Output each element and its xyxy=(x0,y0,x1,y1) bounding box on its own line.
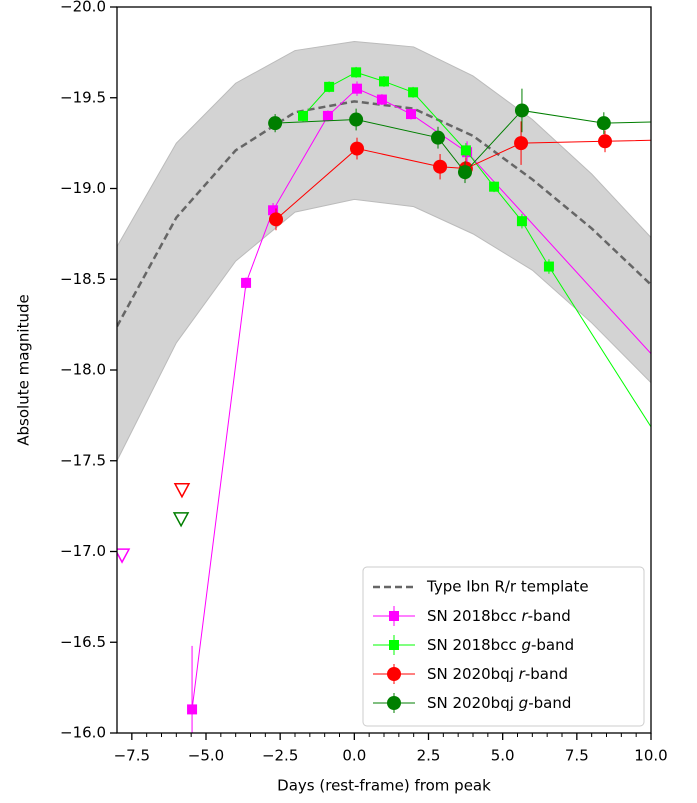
template-line xyxy=(117,100,651,328)
x-tick-label: −7.5 xyxy=(114,747,150,765)
legend-label: SN 2018bcc g-band xyxy=(427,636,574,654)
marker xyxy=(241,277,252,288)
x-tick-label: −2.5 xyxy=(262,747,298,765)
marker xyxy=(405,109,416,120)
plot-area xyxy=(117,40,688,733)
x-tick-label: 0.0 xyxy=(342,747,366,765)
marker xyxy=(298,110,309,121)
legend-label: Type Ibn R/r template xyxy=(426,578,589,596)
marker xyxy=(350,141,365,156)
legend: Type Ibn R/r template SN 2018bcc r-band SN… xyxy=(362,566,645,727)
y-tick-label: −19.5 xyxy=(60,88,106,106)
legend-swatch xyxy=(387,696,401,710)
marker xyxy=(322,110,333,121)
legend-label: SN 2018bcc r-band xyxy=(427,607,571,625)
marker xyxy=(379,76,389,87)
marker xyxy=(349,112,364,127)
y-tick-label: −20.0 xyxy=(60,0,106,16)
x-tick-label: 10.0 xyxy=(634,747,667,765)
marker xyxy=(596,116,611,131)
legend-label: SN 2020bqj r-band xyxy=(427,665,568,683)
marker xyxy=(598,134,613,149)
legend-box xyxy=(362,566,645,727)
marker xyxy=(187,704,198,715)
marker xyxy=(457,165,472,180)
marker xyxy=(516,216,527,227)
marker xyxy=(268,116,283,131)
upper-limit xyxy=(173,483,191,499)
marker xyxy=(324,81,335,92)
x-tick-label: 2.5 xyxy=(417,747,441,765)
upper-limit xyxy=(172,512,190,528)
marker xyxy=(489,181,500,192)
marker xyxy=(676,468,686,478)
x-tick-label: −5.0 xyxy=(188,747,224,765)
marker xyxy=(674,132,688,146)
y-tick-label: −18.5 xyxy=(60,270,106,288)
legend-swatch xyxy=(389,640,399,650)
y-tick-label: −16.5 xyxy=(60,633,106,651)
x-axis-label: Days (rest-frame) from peak xyxy=(277,777,491,795)
legend-label: SN 2020bqj g-band xyxy=(427,694,571,712)
upper-limit xyxy=(117,548,131,564)
marker xyxy=(268,205,279,216)
marker xyxy=(376,94,387,105)
marker xyxy=(352,83,363,94)
y-tick-label: −19.0 xyxy=(60,179,106,197)
y-tick-label: −16.0 xyxy=(60,724,106,742)
legend-swatch xyxy=(389,611,399,621)
marker xyxy=(514,136,529,151)
marker xyxy=(430,130,445,145)
marker xyxy=(408,87,419,98)
marker xyxy=(514,103,529,118)
y-tick-label: −18.0 xyxy=(60,361,106,379)
series-line xyxy=(302,71,651,428)
marker xyxy=(351,67,362,78)
legend-swatch xyxy=(387,667,401,681)
marker xyxy=(674,114,688,128)
x-tick-label: 7.5 xyxy=(565,747,589,765)
marker xyxy=(433,159,448,174)
y-axis-label: Absolute magnitude xyxy=(15,294,33,445)
y-tick-label: −17.0 xyxy=(60,542,106,560)
marker xyxy=(460,145,471,156)
marker xyxy=(543,261,554,272)
y-tick-label: −17.5 xyxy=(60,451,106,469)
marker xyxy=(269,212,284,227)
x-tick-label: 5.0 xyxy=(491,747,515,765)
